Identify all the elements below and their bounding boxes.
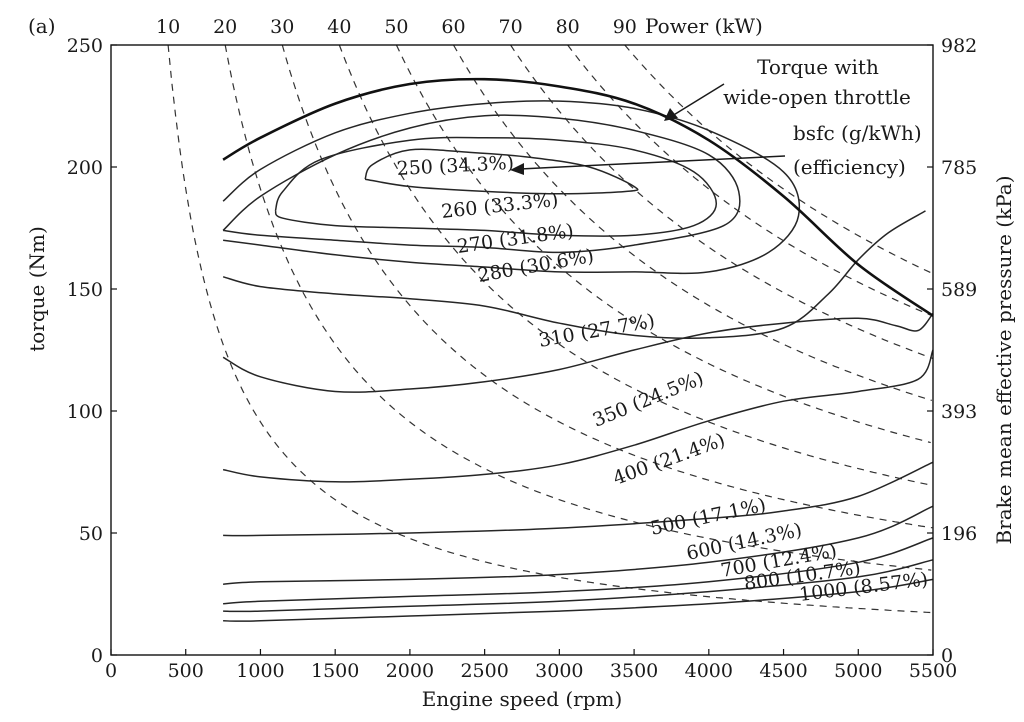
bsfc-contour-1000 [223,578,934,622]
bsfc-contour-800 [223,559,934,613]
power-tick-label-30: 30 [270,16,294,38]
power-curve-90kw [624,44,932,274]
bsfc-annotation-arrow [519,155,786,170]
x-tick-label-0: 0 [105,660,117,682]
bsfc-contour-250 [364,148,639,195]
power-tick-label-80: 80 [556,16,580,38]
power-curve-40kw [338,44,930,486]
wot-annotation-line-1: Torque with [757,55,879,79]
contour-label-400: 400 (21.4%) [610,429,728,490]
x-tick-label-3500: 3500 [610,660,658,682]
y-axis-title: torque (Nm) [25,226,49,352]
y-tick-label-100: 100 [67,401,103,423]
x-tick-label-4500: 4500 [759,660,807,682]
wot-annotation-arrow [671,83,725,117]
plot-border [110,44,934,656]
contour-label-310: 310 (27.7%) [537,310,657,352]
power-tick-label-50: 50 [384,16,408,38]
power-tick-label-20: 20 [213,16,237,38]
power-curve-80kw [567,44,931,316]
power-tick-label-70: 70 [499,16,523,38]
wide-open-throttle-curve [222,77,934,317]
y-tick-label-0: 0 [91,645,103,667]
axis-ticks: 10 20 30 40 50 60 70 80 900 500 1000 1500 2000 2500 30… [67,16,978,682]
y-tick-label-50: 50 [79,523,103,545]
bsfc-contour-260 [274,136,718,237]
bmep-tick-label-393: 393 [941,401,977,423]
power-curve-70kw [510,44,934,359]
x-tick-label-2000: 2000 [386,660,434,682]
x-tick-label-2500: 2500 [460,660,508,682]
contour-label-250: 250 (34.3%) [396,152,514,180]
power-tick-label-40: 40 [327,16,351,38]
bsfc-contour-600 [223,505,934,585]
y-tick-label-200: 200 [67,157,103,179]
bsfc-contour-500 [223,461,934,537]
y-tick-label-150: 150 [67,279,103,301]
wot-annotation-arrowhead [664,108,678,121]
wot-torque-line [222,77,934,317]
x-tick-label-4000: 4000 [685,660,733,682]
x-tick-label-5000: 5000 [834,660,882,682]
y-tick-label-250: 250 [67,35,103,57]
bmep-tick-label-0: 0 [941,645,953,667]
power-curve-50kw [395,44,931,444]
x-tick-label-1000: 1000 [236,660,284,682]
bsfc-annotation: bsfc (g/kWh) (efficiency) [510,121,922,179]
bmep-tick-label-589: 589 [941,279,977,301]
y2-axis-title: Brake mean effective pressure (kPa) [992,175,1016,544]
x-tick-label-1500: 1500 [311,660,359,682]
power-tick-label-60: 60 [441,16,465,38]
bsfc-annotation-arrowhead [510,163,524,175]
contour-label-260: 260 (33.3%) [440,189,559,223]
bsfc-contour-270 [222,114,741,254]
wot-annotation: Torque with wide-open throttle [664,55,911,121]
contour-label-350: 350 (24.5%) [590,367,707,431]
x-axis-title: Engine speed (rpm) [422,687,623,711]
bsfc-contour-350 [222,312,934,393]
bsfc-contour-400 [222,349,934,483]
x-tick-label-3000: 3000 [535,660,583,682]
bsfc-annotation-line-2: (efficiency) [793,155,906,179]
x-tick-label-500: 500 [168,660,204,682]
bsfc-annotation-line-1: bsfc (g/kWh) [793,121,922,145]
bmep-tick-label-785: 785 [941,157,977,179]
power-curve-20kw [224,44,932,571]
plot-frame [110,44,934,656]
bmep-tick-label-982: 982 [941,35,977,57]
panel-label: (a) [28,14,56,38]
bsfc-contour-310 [222,210,926,340]
bsfc-contour-700 [223,537,934,605]
x-tick-label-5500: 5500 [909,660,957,682]
top-axis-title: Power (kW) [645,14,763,38]
power-tick-label-10: 10 [156,16,180,38]
wot-annotation-line-2: wide-open throttle [723,85,911,109]
power-tick-label-90: 90 [613,16,637,38]
bsfc-contour-280 [222,100,801,275]
power-curve-30kw [281,44,933,529]
bmep-tick-label-196: 196 [941,523,977,545]
